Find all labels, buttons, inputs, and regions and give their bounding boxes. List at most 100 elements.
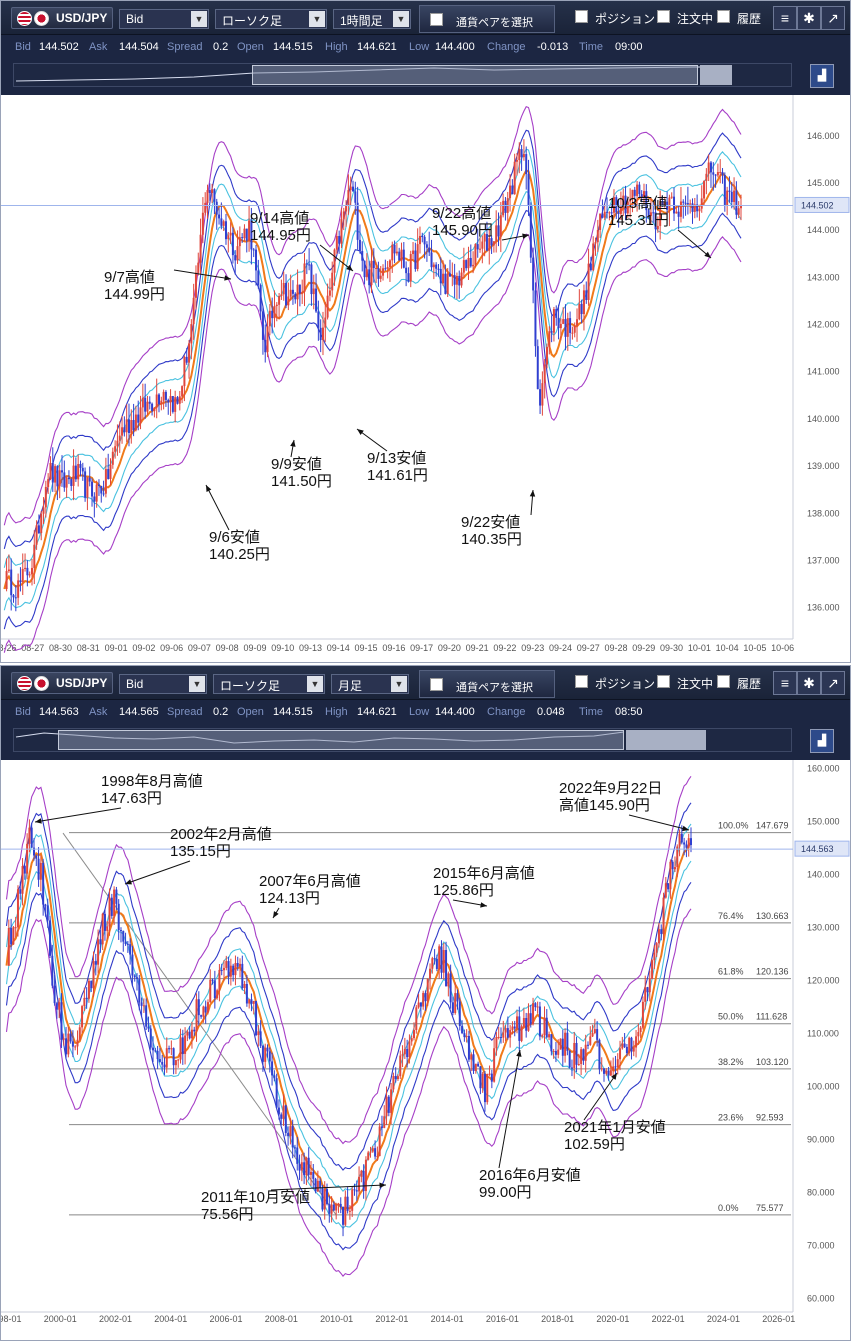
candle-body [682,201,685,203]
y-tick-label: 100.000 [807,1081,840,1091]
x-tick-label: 2012-01 [375,1314,408,1324]
orders-checkbox[interactable] [657,675,670,688]
bollinger-upper-band [5,823,692,1193]
annotation-arrowhead [206,485,212,492]
candle-body [106,926,109,931]
candle-body [132,420,135,431]
candle-body [183,356,186,387]
candle-body [409,254,412,282]
candle-body [393,244,396,254]
candle-body [637,1032,640,1037]
candle-body [403,1048,406,1055]
pair-select-checkbox[interactable] [430,678,443,691]
position-checkbox[interactable] [575,10,588,23]
change-label: Change [487,706,526,718]
candle-body [668,197,671,210]
popout-icon[interactable]: ↗ [821,6,845,30]
price-type-select[interactable]: Bid ▼ [119,9,209,29]
pair-select-button[interactable]: 通貨ペアを選択 [419,5,555,33]
candle-body [40,513,43,534]
candle-body [382,268,385,276]
candle-body [619,207,622,214]
candle-body [541,1035,544,1037]
candle-body [222,221,225,226]
interval-select[interactable]: 1時間足 ▼ [333,9,411,29]
candle-body [632,1047,635,1052]
orders-checkbox[interactable] [657,10,670,23]
candle-body [19,580,22,583]
candle-body [169,396,172,403]
candle-body [162,391,165,401]
candle-body [37,858,40,880]
price-type-select[interactable]: Bid ▼ [119,674,207,694]
candle-body [593,1029,596,1034]
navigate-latest-icon[interactable]: ▟ [810,729,834,753]
candle-body [46,905,49,921]
candle-body [156,1050,159,1060]
chart-type-value: ローソク足 [222,14,283,28]
candle-body [178,396,181,404]
candle-body [323,1189,326,1210]
candle-body [733,190,736,203]
candle-body [622,195,625,208]
chart-type-select[interactable]: ローソク足 ▼ [215,9,327,29]
candle-body [649,212,652,217]
annotation-price: 102.59円 [564,1136,625,1153]
candle-body [28,574,31,576]
x-tick-label: 09-21 [466,643,489,653]
fibonacci-value: 103.120 [756,1057,789,1067]
candle-body [562,319,565,324]
chart-navigator-scroller[interactable] [13,63,792,87]
navigator-window[interactable] [58,730,624,750]
candle-body [413,1030,416,1039]
candle-body [515,160,518,162]
candle-body [250,220,253,250]
navigator-window[interactable] [252,65,698,85]
candle-body [248,220,251,241]
chart-navigator-scroller[interactable] [13,728,792,752]
candle-body [603,211,606,218]
pair-select-checkbox[interactable] [430,13,443,26]
candle-body [107,469,110,479]
navigate-latest-icon[interactable]: ▟ [810,64,834,88]
currency-pair-button[interactable]: USD/JPY [11,672,113,694]
candle-body [224,221,227,240]
chart-type-select[interactable]: ローソク足 ▼ [213,674,325,694]
annotation-price: 141.50円 [271,473,332,490]
candle-body [340,219,343,244]
fibonacci-label: 61.8% [718,967,744,977]
candle-body [449,273,452,277]
interval-select[interactable]: 月足 ▼ [331,674,409,694]
pair-select-button[interactable]: 通貨ペアを選択 [419,670,555,698]
candle-body [181,1037,184,1054]
x-tick-label: 2016-01 [486,1314,519,1324]
menu-icon[interactable]: ≡ [773,6,797,30]
candle-body [635,1036,638,1048]
history-checkbox[interactable] [717,675,730,688]
position-checkbox[interactable] [575,675,588,688]
annotation-price: 124.13円 [259,890,320,907]
candle-body [266,326,269,353]
candle-body [49,462,52,480]
menu-icon[interactable]: ≡ [773,671,797,695]
candle-body [35,855,38,859]
candle-body [402,249,405,268]
candle-body [51,462,54,483]
history-checkbox[interactable] [717,10,730,23]
popout-icon[interactable]: ↗ [821,671,845,695]
candle-body [12,927,15,945]
gear-icon[interactable]: ✱ [797,6,821,30]
x-tick-label: 10-06 [771,643,794,653]
annotation-arrowhead [522,233,529,239]
navigator-handle[interactable] [700,65,732,85]
currency-pair-button[interactable]: USD/JPY [11,7,113,29]
y-tick-label: 110.000 [807,1028,839,1038]
candle-body [538,1006,541,1037]
candle-body [110,897,113,916]
annotation-title: 2016年6月安値 [479,1167,581,1184]
gear-icon[interactable]: ✱ [797,671,821,695]
navigator-handle[interactable] [626,730,706,750]
candle-body [316,1180,319,1192]
candle-body [580,303,583,315]
open-label: Open [237,706,264,718]
